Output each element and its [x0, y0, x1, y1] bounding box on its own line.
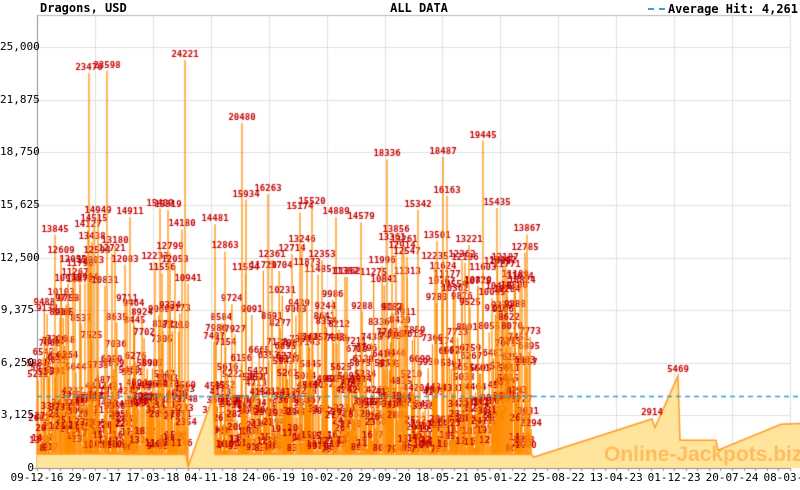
average-hit-label: Average Hit: 4,261	[667, 2, 798, 16]
y-tick-label: 12,500	[0, 250, 40, 264]
x-tick-label: 04-11-18	[184, 471, 238, 484]
y-tick-label: 21,875	[0, 92, 40, 106]
x-tick-label: 05-01-22	[473, 471, 527, 484]
y-tick-label: 3,125	[0, 408, 34, 422]
x-tick-label: 10-02-20	[300, 471, 354, 484]
y-tick-label: 15,625	[0, 197, 40, 211]
y-tick-label: 25,000	[0, 40, 40, 53]
x-tick-label: 01-12-23	[647, 471, 701, 484]
x-tick-label: 24-06-19	[242, 471, 296, 484]
average-hit-legend: Average Hit: 4,261	[647, 2, 798, 16]
y-tick-label: 9,375	[0, 303, 34, 317]
x-tick-label: 29-09-20	[358, 471, 412, 484]
x-tick-label: 17-03-18	[126, 471, 180, 484]
y-tick-label: 6,250	[0, 355, 34, 369]
x-tick-label: 08-03-25	[763, 471, 800, 484]
x-tick-label: 18-05-21	[415, 471, 469, 484]
average-line-dash-icon	[647, 8, 665, 10]
x-tick-label: 20-07-24	[705, 471, 759, 484]
x-tick-label: 25-08-22	[531, 471, 585, 484]
x-tick-label: 09-12-16	[10, 471, 64, 484]
x-tick-label: 29-07-17	[68, 471, 122, 484]
x-tick-label: 13-04-23	[589, 471, 643, 484]
watermark: Online-Jackpots.biz	[604, 443, 800, 466]
y-tick-label: 18,750	[0, 145, 40, 159]
chart-subtitle: ALL DATA	[390, 1, 448, 15]
chart-title: Dragons, USD	[40, 1, 127, 15]
y-tick-label: 0	[27, 461, 34, 474]
